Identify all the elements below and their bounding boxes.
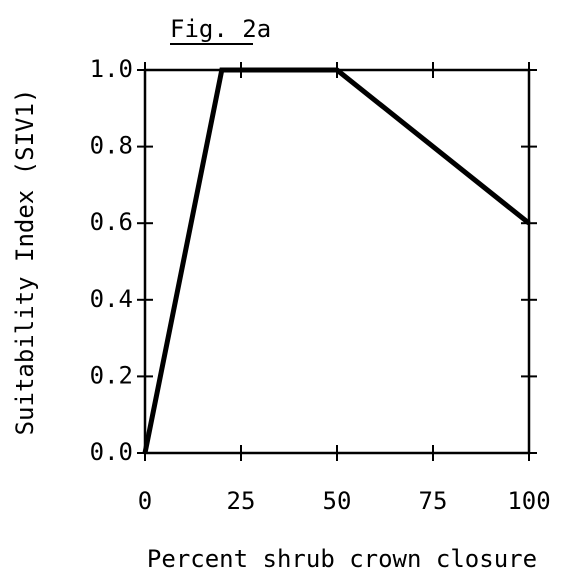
y-tick-label: 1.0 bbox=[90, 55, 133, 83]
y-tick-label: 0.2 bbox=[90, 361, 133, 389]
x-tick-label: 75 bbox=[419, 487, 448, 515]
plot-frame bbox=[143, 68, 531, 455]
x-tick-label: 25 bbox=[227, 487, 256, 515]
x-tick-label: 100 bbox=[507, 487, 550, 515]
y-axis-label: Suitability Index (SIV1) bbox=[11, 89, 39, 436]
x-tick-label: 50 bbox=[323, 487, 352, 515]
data-line bbox=[142, 67, 531, 454]
y-tick-label: 0.0 bbox=[90, 438, 133, 466]
chart-title: Fig. 2a bbox=[170, 15, 271, 43]
y-tick-label: 0.4 bbox=[90, 285, 133, 313]
y-tick-label: 0.8 bbox=[90, 132, 133, 160]
x-tick-label: 0 bbox=[138, 487, 152, 515]
x-axis-label: Percent shrub crown closure bbox=[147, 545, 537, 573]
y-tick-label: 0.6 bbox=[90, 208, 133, 236]
